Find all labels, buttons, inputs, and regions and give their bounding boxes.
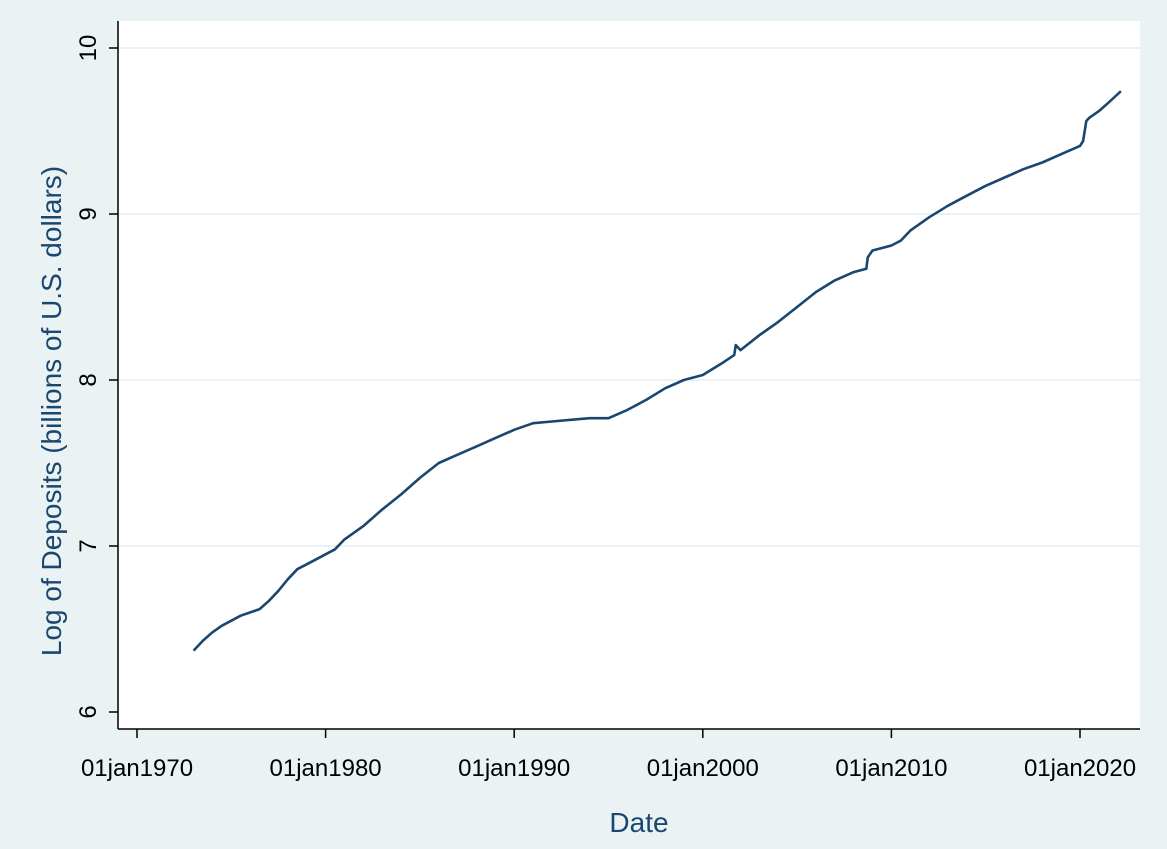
x-tick-label: 01jan2000 [647,755,759,782]
plot-area [118,21,1140,729]
y-tick-label: 10 [75,35,102,62]
x-tick-label: 01jan2010 [835,755,947,782]
y-tick-label: 6 [75,705,102,718]
y-axis: 6 7 8 9 10 [75,21,119,729]
y-tick-label: 9 [75,207,102,220]
series-group [192,90,1122,652]
y-tick-label: 7 [75,539,102,552]
y-axis-title: Log of Deposits (billions of U.S. dollar… [36,166,67,656]
x-axis: 01jan1970 01jan1980 01jan1990 01jan2000 01ja… [81,728,1140,782]
y-tick-label: 8 [75,373,102,386]
x-tick-label: 01jan1970 [81,755,193,782]
x-tick-label: 01jan1980 [270,755,382,782]
x-tick-label: 01jan1990 [458,755,570,782]
x-axis-title: Date [609,807,668,838]
series-line [192,90,1122,652]
gridlines [119,47,1140,547]
x-tick-label: 01jan2020 [1024,755,1136,782]
